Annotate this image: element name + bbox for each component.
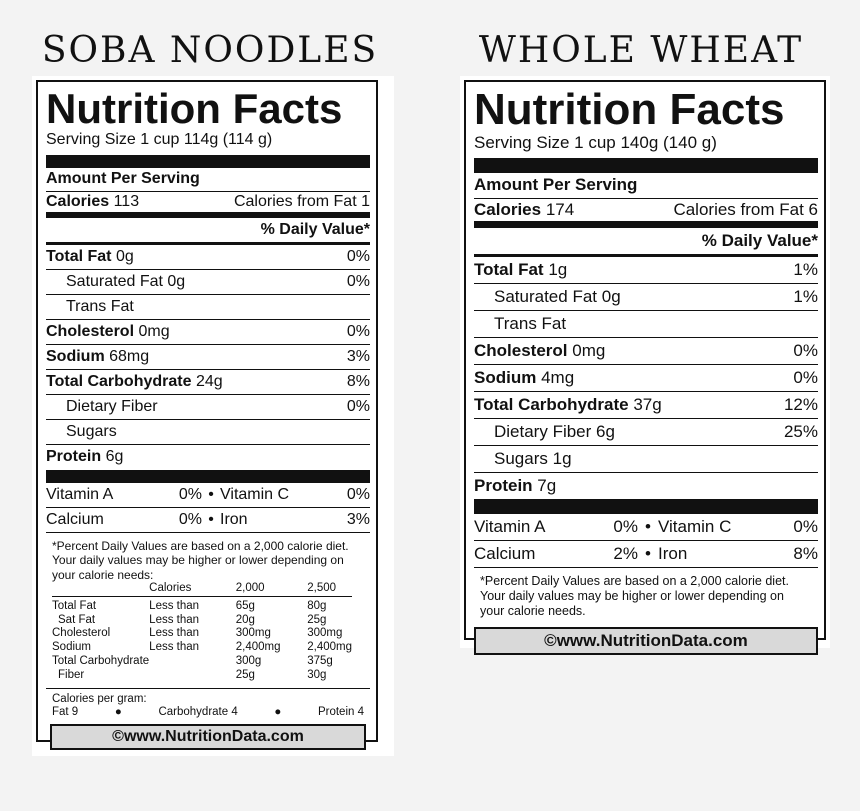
- vitamin-row: Calcium 0% • Iron 3%: [46, 508, 370, 533]
- nutrient-rows: Total Fat 0g 0% Saturated Fat 0g 0% Trans …: [46, 245, 370, 470]
- dv-row: Cholesterol Less than 300mg 300mg: [52, 627, 343, 640]
- dv-header-row: Calories 2,000 2,500: [52, 582, 352, 597]
- nutrient-row-saturated-fat: Saturated Fat 0g 1%: [474, 284, 818, 311]
- calories-per-gram-values: Fat 9 ● Carbohydrate 4 ● Protein 4: [52, 706, 364, 719]
- nutrient-rows: Total Fat 1g 1% Saturated Fat 0g 1% Trans …: [474, 257, 818, 499]
- nutrient-row-sugars: Sugars 1g: [474, 446, 818, 473]
- soba-nutrition-label: Nutrition Facts Serving Size 1 cup 114g …: [36, 80, 378, 751]
- nutrient-row-total-carbohydrate: Total Carbohydrate 24g 8%: [46, 370, 370, 395]
- nutrient-row-protein: Protein 7g: [474, 475, 557, 495]
- calories-from-fat: Calories from Fat 6: [673, 199, 818, 219]
- vitamin-row: Vitamin A 0% • Vitamin C 0%: [474, 514, 818, 541]
- nutrient-row-total-fat: Total Fat 0g 0%: [46, 245, 370, 270]
- nutrient-row-dietary-fiber: Dietary Fiber 6g 25%: [474, 419, 818, 446]
- medium-rule: [46, 212, 370, 218]
- nutrient-row-cholesterol: Cholesterol 0mg 0%: [474, 338, 818, 365]
- calories-row: Calories 113 Calories from Fat 1: [46, 190, 370, 213]
- medium-rule: [474, 221, 818, 228]
- medium-rule: [474, 254, 818, 257]
- dv-row: Fiber 25g 30g: [58, 668, 327, 681]
- daily-value-header: % Daily Value*: [474, 228, 818, 255]
- thick-rule: [46, 154, 370, 168]
- dv-rule: [46, 687, 370, 689]
- label-title: Nutrition Facts: [46, 85, 343, 132]
- dv-row: Sat Fat Less than 20g 25g: [58, 613, 327, 626]
- footnote: *Percent Daily Values are based on a 2,0…: [480, 573, 789, 618]
- vitamin-row: Vitamin A 0% • Vitamin C 0%: [46, 483, 370, 508]
- wheat-panel: Nutrition Facts Serving Size 1 cup 140g …: [460, 76, 830, 655]
- soba-panel: Nutrition Facts Serving Size 1 cup 114g …: [32, 76, 394, 756]
- footnote: *Percent Daily Values are based on a 2,0…: [52, 538, 349, 582]
- nutrient-row-saturated-fat: Saturated Fat 0g 0%: [46, 270, 370, 295]
- thick-rule: [474, 498, 818, 514]
- nutrient-row-sugars: Sugars: [46, 420, 370, 445]
- nutrient-row-dietary-fiber: Dietary Fiber 0%: [46, 395, 370, 420]
- amount-per-serving: Amount Per Serving: [46, 170, 200, 188]
- copyright-link[interactable]: ©www.NutritionData.com: [50, 724, 366, 751]
- nutrient-row-total-fat: Total Fat 1g 1%: [474, 257, 818, 284]
- vitamin-row: Calcium 2% • Iron 8%: [474, 541, 818, 568]
- nutrient-row-sodium: Sodium 68mg 3%: [46, 345, 370, 370]
- copyright-link[interactable]: ©www.NutritionData.com: [474, 626, 818, 655]
- heading-whole-wheat: WHOLE WHEAT: [478, 30, 804, 71]
- calories-from-fat: Calories from Fat 1: [233, 192, 370, 210]
- calories-per-gram: Calories per gram:: [52, 692, 147, 705]
- nutrient-row-trans-fat: Trans Fat: [46, 295, 370, 320]
- serving-size: Serving Size 1 cup 140g (140 g): [474, 133, 717, 152]
- calories-label: Calories: [474, 199, 542, 219]
- heading-soba-noodles: SOBA NOODLES: [41, 30, 379, 71]
- serving-size: Serving Size 1 cup 114g (114 g): [46, 131, 273, 148]
- nutrient-row-trans-fat: Trans Fat: [474, 311, 818, 338]
- dv-row: Total Fat Less than 65g 80g: [52, 599, 327, 612]
- calories-row: Calories 174 Calories from Fat 6: [474, 197, 818, 222]
- nutrient-row-cholesterol: Cholesterol 0mg 0%: [46, 320, 370, 345]
- dv-row: Sodium Less than 2,400mg 2,400mg: [52, 641, 352, 654]
- amount-per-serving: Amount Per Serving: [474, 175, 638, 195]
- wheat-nutrition-label: Nutrition Facts Serving Size 1 cup 140g …: [464, 80, 826, 655]
- daily-values-table: Calories 2,000 2,500 Total Fat Less than 65g…: [52, 582, 352, 683]
- calories-label: Calories: [46, 192, 110, 210]
- daily-value-header: % Daily Value*: [46, 218, 370, 243]
- nutrient-row-protein: Protein 6g: [46, 448, 124, 466]
- thick-rule: [474, 157, 818, 173]
- label-title: Nutrition Facts: [474, 85, 785, 134]
- nutrient-row-sodium: Sodium 4mg 0%: [474, 365, 818, 392]
- medium-rule: [46, 242, 370, 245]
- calories-value: 113: [113, 192, 140, 210]
- dv-row: Total Carbohydrate 300g 375g: [52, 654, 333, 667]
- thick-rule: [46, 469, 370, 483]
- calories-value: 174: [545, 199, 575, 219]
- nutrient-row-total-carbohydrate: Total Carbohydrate 37g 12%: [474, 392, 818, 419]
